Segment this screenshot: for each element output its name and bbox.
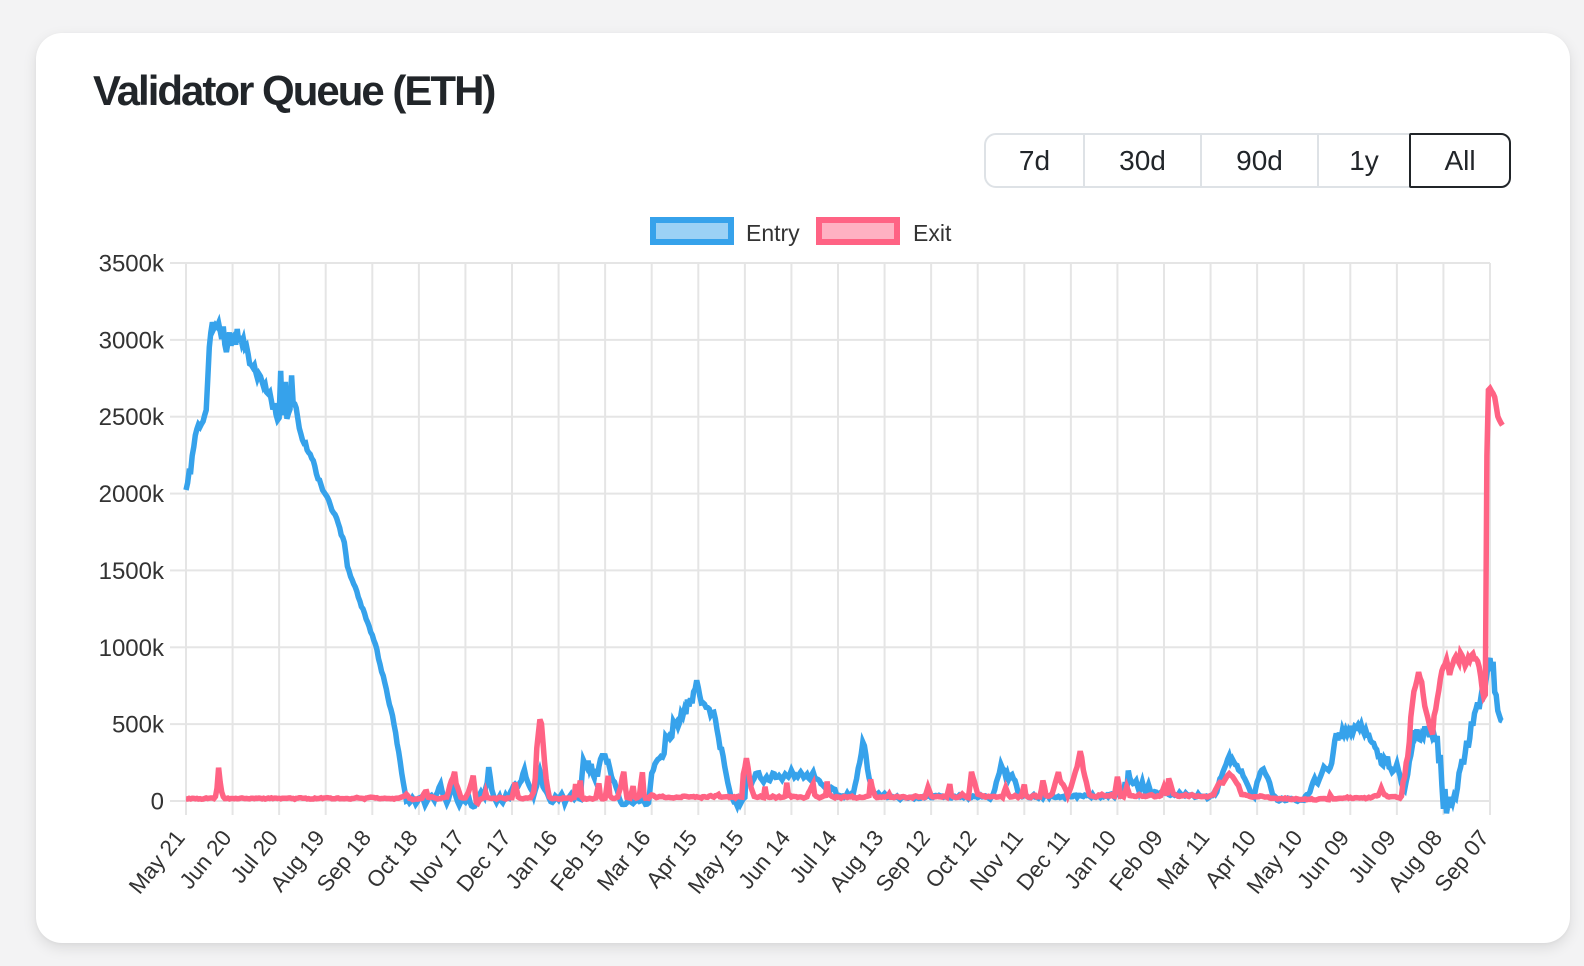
svg-text:3000k: 3000k [99,327,165,354]
svg-text:3500k: 3500k [99,251,165,278]
svg-text:2000k: 2000k [99,481,165,508]
svg-text:Jun 20: Jun 20 [175,825,237,893]
svg-text:Jun 09: Jun 09 [1292,825,1354,893]
svg-text:May 21: May 21 [124,825,190,898]
svg-text:1500k: 1500k [99,558,165,585]
svg-text:0: 0 [151,789,164,816]
svg-text:Jun 14: Jun 14 [733,825,795,893]
svg-text:500k: 500k [112,712,165,739]
svg-text:Mar 11: Mar 11 [1152,825,1214,894]
svg-text:2500k: 2500k [99,404,165,431]
svg-text:1000k: 1000k [99,635,165,662]
